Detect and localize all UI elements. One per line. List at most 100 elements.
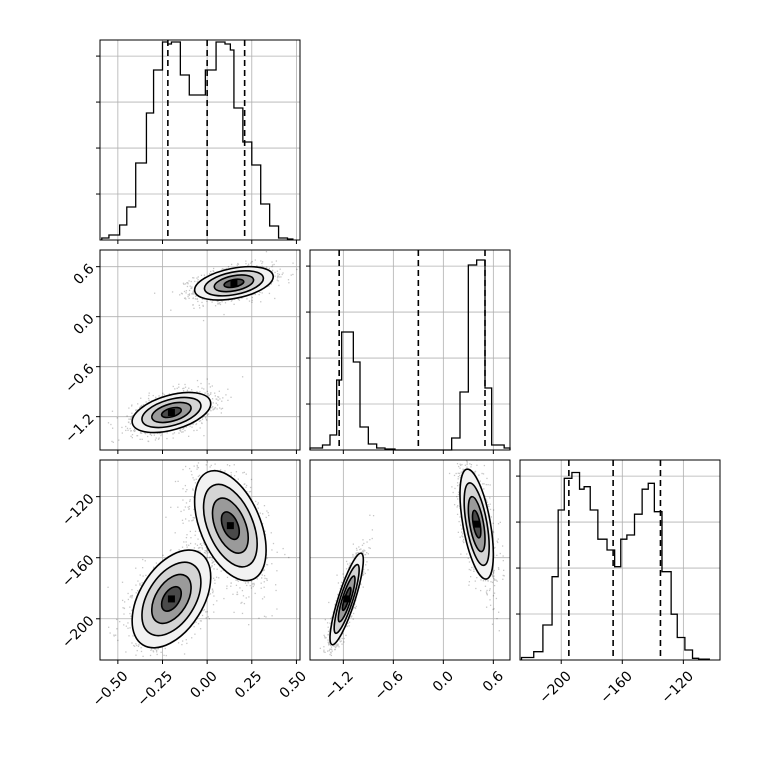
sample-point-0-0 — [191, 293, 193, 295]
sample-point-1-0 — [264, 530, 266, 532]
joint-content-0 — [100, 250, 300, 450]
sample-point-1-1 — [140, 647, 142, 649]
sample-point-1-0 — [266, 563, 268, 566]
sample-point-0-0 — [268, 267, 270, 270]
sample-point-1-0 — [271, 615, 273, 617]
sample-point-0-0 — [192, 291, 194, 293]
sample-point-0-1 — [176, 387, 178, 390]
sample-point-0-1 — [162, 392, 164, 394]
sample-point-1-0 — [230, 582, 232, 584]
sample-point-0-0 — [188, 294, 191, 296]
sample-point-0-0 — [190, 287, 192, 289]
sample-point-1-0 — [235, 579, 237, 581]
sample-point-0-1 — [154, 439, 157, 441]
hist-panel-0 — [96, 39, 301, 244]
sample-point-1-0 — [188, 508, 190, 510]
sample-point-0-0 — [179, 294, 181, 296]
sample-point-0-1 — [140, 432, 142, 434]
sample-point-0-1 — [186, 389, 189, 391]
sample-point-0-1 — [182, 387, 184, 390]
sample-point-0-1 — [133, 430, 136, 433]
sample-point-1-0 — [190, 470, 192, 472]
sample-point-0-0 — [184, 283, 187, 285]
sample-point-0-1 — [155, 396, 157, 398]
sample-point-0-1 — [210, 410, 212, 412]
sample-point-0-1 — [204, 392, 206, 394]
sample-point-0-0 — [223, 313, 225, 316]
sample-point-1-0 — [223, 597, 225, 600]
sample-point-0-0 — [276, 275, 279, 277]
sample-point-1-0 — [214, 582, 216, 584]
sample-point-0-1 — [184, 383, 186, 386]
sample-point-1-0 — [230, 471, 232, 474]
sample-point-0-1 — [206, 378, 208, 380]
sample-point-0-0 — [210, 270, 212, 273]
sample-point-1-0 — [197, 538, 199, 540]
sample-point-0-0 — [287, 279, 290, 281]
sample-point-1-0 — [263, 575, 266, 577]
hist-bar-2-14 — [627, 535, 635, 660]
sample-point-1-0 — [288, 556, 290, 559]
sample-point-1-0 — [239, 587, 241, 589]
sample-point-0-1 — [150, 434, 153, 437]
sample-point-0-0 — [192, 297, 194, 300]
sample-point-0-1 — [136, 409, 138, 411]
sample-point-1-0 — [249, 490, 252, 493]
sample-point-1-0 — [266, 557, 268, 559]
sample-point-0-0 — [271, 280, 274, 283]
hist-bar-0-9 — [171, 42, 180, 240]
sample-point-0-0 — [218, 302, 220, 305]
sample-point-0-1 — [215, 398, 217, 400]
sample-point-0-0 — [271, 269, 274, 272]
sample-point-1-0 — [250, 580, 252, 582]
sample-point-1-0 — [188, 505, 191, 508]
sample-point-0-0 — [245, 262, 247, 265]
sample-point-0-1 — [134, 428, 136, 431]
hist-bar-0-15 — [225, 44, 230, 240]
sample-point-0-1 — [110, 423, 112, 426]
sample-point-0-0 — [237, 298, 239, 301]
sample-point-1-0 — [263, 569, 265, 572]
sample-point-0-1 — [241, 376, 244, 378]
sample-point-1-0 — [197, 475, 200, 478]
sample-point-0-1 — [140, 397, 142, 399]
hist-bar-0-14 — [216, 42, 225, 240]
sample-point-0-1 — [178, 383, 180, 385]
hist-bar-2-7 — [580, 489, 585, 660]
sample-point-0-1 — [210, 392, 212, 394]
sample-point-0-1 — [141, 404, 143, 407]
sample-point-0-0 — [192, 291, 194, 293]
sample-point-1-0 — [245, 486, 247, 488]
sample-point-0-1 — [208, 383, 210, 385]
sample-point-1-0 — [181, 519, 184, 521]
sample-point-0-0 — [231, 299, 233, 302]
sample-point-1-0 — [249, 486, 252, 489]
sample-point-1-0 — [194, 530, 197, 533]
sample-point-0-1 — [125, 425, 127, 428]
sample-point-0-1 — [211, 398, 214, 400]
sample-point-1-0 — [196, 468, 198, 470]
hist-bar-2-8 — [584, 487, 590, 660]
sample-point-0-0 — [188, 289, 191, 292]
sample-point-1-0 — [196, 466, 199, 468]
sample-point-0-1 — [128, 407, 130, 409]
sample-point-0-1 — [209, 386, 211, 388]
hist-bar-0-10 — [180, 75, 189, 240]
sample-point-1-0 — [193, 479, 195, 481]
sample-point-1-0 — [246, 584, 248, 587]
sample-point-1-0 — [206, 556, 208, 559]
sample-point-1-1 — [169, 660, 170, 661]
sample-point-0-0 — [214, 305, 217, 307]
sample-point-1-1 — [131, 609, 133, 612]
sample-point-1-1 — [149, 654, 152, 657]
sample-point-0-1 — [130, 430, 132, 432]
hist-bar-1-11 — [452, 438, 460, 450]
sample-point-0-0 — [278, 284, 280, 287]
sample-point-0-1 — [201, 422, 203, 424]
sample-point-1-0 — [185, 454, 186, 455]
sample-point-0-0 — [199, 307, 201, 309]
sample-point-0-0 — [274, 297, 276, 300]
sample-point-0-0 — [288, 282, 290, 284]
sample-point-0-0 — [282, 272, 284, 274]
sample-point-0-0 — [227, 266, 230, 268]
